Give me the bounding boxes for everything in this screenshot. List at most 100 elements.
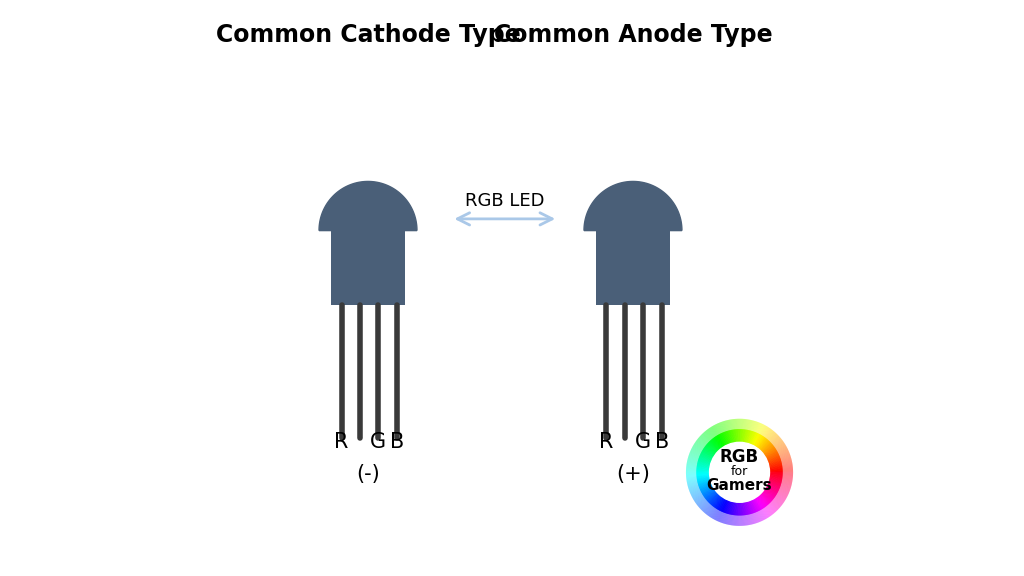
Wedge shape (746, 419, 750, 430)
Wedge shape (732, 430, 735, 443)
Wedge shape (686, 478, 697, 482)
Wedge shape (718, 434, 725, 446)
Wedge shape (703, 448, 715, 456)
Wedge shape (686, 471, 696, 472)
Wedge shape (771, 501, 780, 509)
Wedge shape (693, 443, 703, 450)
Wedge shape (753, 499, 760, 511)
Wedge shape (712, 426, 719, 435)
Wedge shape (712, 495, 721, 506)
Wedge shape (753, 498, 761, 511)
Wedge shape (698, 482, 712, 487)
Wedge shape (696, 498, 706, 506)
Wedge shape (765, 450, 777, 458)
Wedge shape (725, 431, 731, 444)
Wedge shape (706, 491, 717, 500)
Wedge shape (768, 461, 781, 465)
Wedge shape (707, 506, 714, 516)
Wedge shape (769, 475, 782, 478)
Wedge shape (695, 441, 705, 448)
Wedge shape (726, 431, 731, 444)
Wedge shape (713, 438, 722, 449)
Wedge shape (768, 459, 781, 464)
Wedge shape (766, 505, 774, 514)
Wedge shape (769, 479, 781, 483)
Wedge shape (701, 503, 710, 511)
Wedge shape (760, 494, 769, 505)
Wedge shape (696, 475, 710, 478)
Wedge shape (730, 502, 734, 515)
Wedge shape (690, 489, 700, 495)
Wedge shape (697, 463, 711, 467)
Wedge shape (702, 487, 714, 495)
Wedge shape (716, 435, 724, 448)
Wedge shape (768, 458, 781, 464)
Wedge shape (743, 502, 748, 515)
Wedge shape (763, 427, 769, 437)
Wedge shape (701, 434, 710, 442)
Wedge shape (699, 483, 712, 489)
Wedge shape (746, 515, 750, 525)
Wedge shape (696, 472, 710, 474)
Wedge shape (720, 513, 725, 523)
Wedge shape (780, 484, 791, 489)
Wedge shape (752, 433, 759, 445)
Wedge shape (699, 483, 712, 488)
Wedge shape (717, 423, 723, 433)
Wedge shape (710, 494, 720, 505)
Wedge shape (769, 473, 782, 475)
Wedge shape (718, 498, 725, 510)
Wedge shape (711, 439, 720, 450)
Wedge shape (708, 507, 715, 516)
Wedge shape (755, 513, 760, 522)
Wedge shape (781, 457, 792, 462)
Wedge shape (741, 502, 743, 516)
Wedge shape (776, 494, 785, 501)
Wedge shape (689, 453, 699, 458)
Wedge shape (758, 495, 767, 506)
Wedge shape (709, 507, 716, 517)
Wedge shape (696, 469, 710, 471)
Wedge shape (696, 465, 710, 468)
Wedge shape (767, 483, 780, 488)
Wedge shape (696, 498, 706, 505)
Wedge shape (782, 466, 793, 468)
Wedge shape (780, 454, 791, 459)
Wedge shape (753, 513, 757, 524)
Wedge shape (710, 439, 720, 450)
Wedge shape (719, 422, 724, 433)
Wedge shape (765, 487, 777, 495)
Wedge shape (758, 511, 764, 521)
Wedge shape (726, 501, 731, 514)
Wedge shape (772, 437, 780, 445)
Wedge shape (753, 513, 758, 523)
Wedge shape (711, 509, 717, 518)
Wedge shape (762, 443, 772, 453)
Wedge shape (731, 419, 734, 430)
Wedge shape (730, 502, 734, 515)
Wedge shape (705, 431, 713, 439)
Wedge shape (740, 429, 742, 442)
Wedge shape (742, 516, 745, 526)
Wedge shape (778, 490, 788, 496)
Wedge shape (778, 491, 788, 497)
Wedge shape (769, 478, 782, 482)
Wedge shape (764, 507, 771, 517)
Wedge shape (696, 468, 710, 470)
Wedge shape (719, 498, 726, 511)
Wedge shape (700, 453, 713, 460)
Wedge shape (687, 482, 697, 485)
Wedge shape (723, 500, 729, 513)
Wedge shape (701, 450, 714, 458)
Wedge shape (715, 497, 723, 509)
Wedge shape (696, 474, 710, 476)
Wedge shape (687, 479, 697, 483)
Wedge shape (700, 452, 713, 459)
Wedge shape (738, 419, 740, 429)
Wedge shape (745, 419, 749, 430)
Wedge shape (725, 501, 731, 514)
Wedge shape (721, 499, 727, 512)
Wedge shape (781, 482, 792, 485)
Wedge shape (689, 487, 699, 492)
Wedge shape (708, 442, 718, 452)
